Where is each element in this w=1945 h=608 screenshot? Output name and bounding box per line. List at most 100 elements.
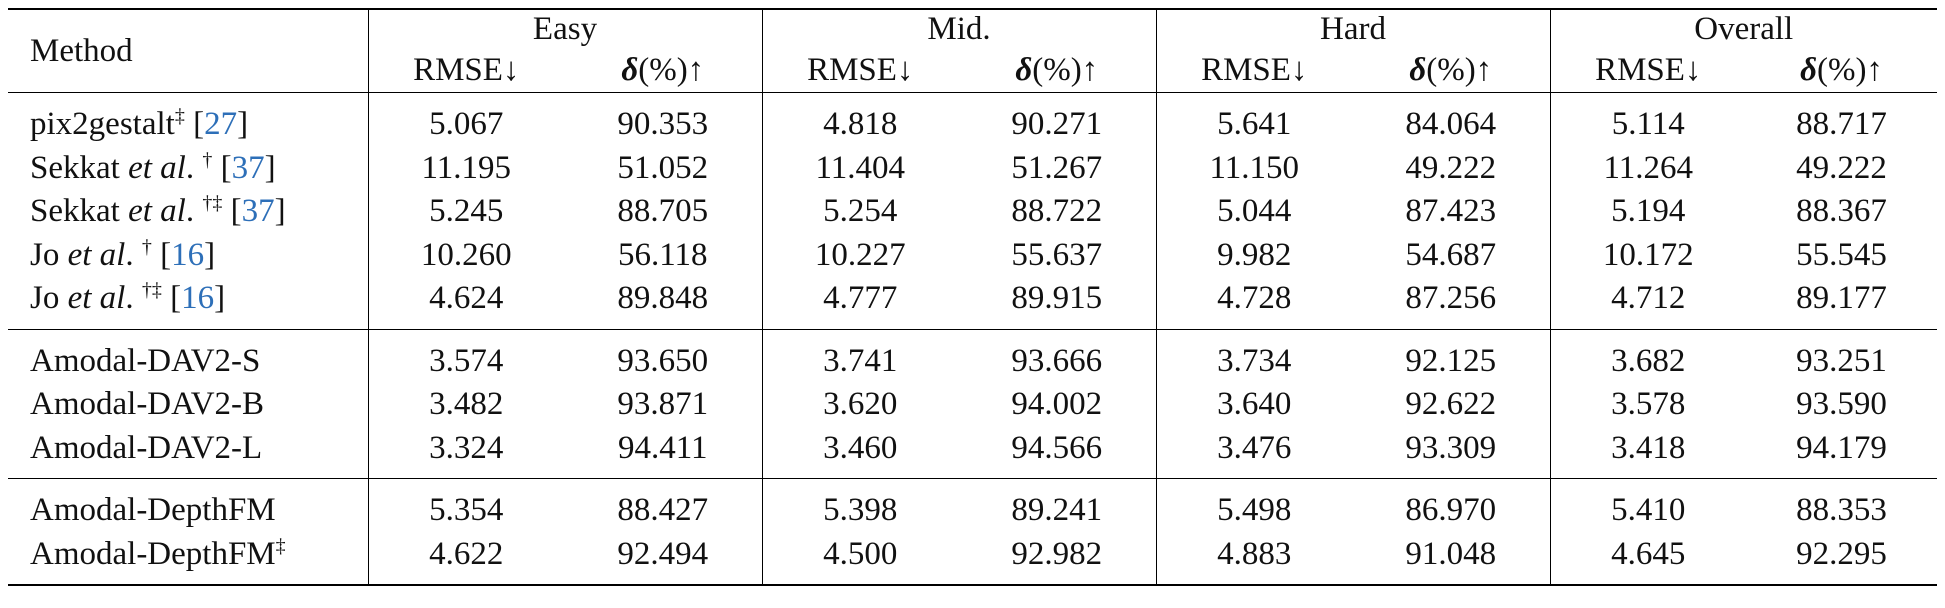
method-name-text: pix2gestalt <box>30 106 175 143</box>
table-cell: 90.353 <box>617 106 709 143</box>
delta-symbol: δ <box>621 51 639 88</box>
table-cell: 49.222 <box>1796 149 1887 186</box>
table-cell: 4.818 <box>761 103 958 147</box>
table-cell: 88.717 <box>1796 106 1887 143</box>
method-name: Amodal-DAV2-S <box>8 340 368 384</box>
method-name: Sekkat et al. †‡ [37] <box>8 190 368 234</box>
method-name-italic: et al <box>67 280 126 317</box>
method-name-text: Jo <box>30 236 68 273</box>
table-row: Sekkat et al. † [37] 11.195 51.052 11.404 51… <box>8 146 1937 190</box>
table-cell: 11.264 <box>1549 146 1746 190</box>
table-cell: 88.353 <box>1796 492 1887 529</box>
delta-header: δ(%)↑ <box>958 48 1156 93</box>
table-row: Amodal-DepthFM 5.354 88.427 5.398 89.241 5.49… <box>8 489 1937 533</box>
table-cell: 11.150 <box>1155 146 1352 190</box>
table-cell: 92.982 <box>1011 535 1103 572</box>
table-cell: 92.295 <box>1796 535 1887 572</box>
table-cell: 4.883 <box>1155 532 1352 576</box>
group-header-mid: Mid. <box>761 10 1156 48</box>
table-row: Jo et al. † [16] 10.260 56.118 10.227 55.637… <box>8 233 1937 278</box>
table-cell: 92.125 <box>1405 342 1497 379</box>
table-row: Amodal-DAV2-L 3.324 94.411 3.460 94.566 3.476… <box>8 426 1937 471</box>
delta-unit: (%)↑ <box>1426 51 1493 88</box>
table-cell: 94.566 <box>1011 429 1103 466</box>
table-cell: 4.500 <box>761 532 958 576</box>
table-cell: 5.067 <box>367 103 564 147</box>
table-cell: 3.734 <box>1155 339 1352 383</box>
table-cell: 3.620 <box>761 383 958 427</box>
delta-unit: (%)↑ <box>1032 51 1099 88</box>
method-name: Amodal-DAV2-B <box>8 383 368 427</box>
method-footnote-mark: † <box>141 235 152 258</box>
table-cell: 51.267 <box>1011 149 1103 186</box>
table-cell: 93.251 <box>1796 342 1887 379</box>
table-cell: 91.048 <box>1405 535 1497 572</box>
table-cell: 93.666 <box>1011 342 1103 379</box>
delta-unit: (%)↑ <box>638 51 705 88</box>
rmse-header: RMSE↓ <box>1155 48 1352 93</box>
table-cell: 5.641 <box>1155 103 1352 147</box>
delta-symbol: δ <box>1800 51 1817 88</box>
table-cell: 89.241 <box>1011 492 1103 529</box>
rmse-header: RMSE↓ <box>367 48 564 93</box>
citation-link[interactable]: [16] <box>151 236 216 273</box>
table-cell: 5.354 <box>367 489 564 533</box>
method-footnote-mark: †‡ <box>202 192 223 215</box>
method-name: pix2gestalt‡ [27] <box>8 103 368 147</box>
citation-number[interactable]: 37 <box>241 193 275 230</box>
table-cell: 88.705 <box>617 193 709 230</box>
method-name-text: Jo <box>30 280 68 317</box>
table-cell: 88.367 <box>1796 193 1887 230</box>
delta-header: δ(%)↑ <box>564 48 762 93</box>
citation-number[interactable]: 27 <box>204 106 238 143</box>
table-cell: 92.622 <box>1405 386 1497 423</box>
citation-number[interactable]: 37 <box>231 149 265 186</box>
table-cell: 84.064 <box>1405 106 1497 143</box>
table-cell: 92.494 <box>617 535 709 572</box>
table-cell: 3.574 <box>367 339 564 383</box>
method-name-text: Amodal-DepthFM <box>30 492 276 529</box>
table-cell: 3.640 <box>1155 383 1352 427</box>
table-cell: 3.460 <box>761 426 958 470</box>
table-row: Amodal-DAV2-B 3.482 93.871 3.620 94.002 3.640… <box>8 383 1937 427</box>
rmse-header: RMSE↓ <box>761 48 958 93</box>
table-cell: 4.728 <box>1155 277 1352 321</box>
table-cell: 9.982 <box>1155 233 1352 277</box>
table-cell: 5.245 <box>367 190 564 234</box>
method-name-text: Sekkat <box>30 149 129 186</box>
method-footnote-mark: ‡ <box>275 534 286 557</box>
table-cell: 93.590 <box>1796 386 1887 423</box>
table-cell: 89.915 <box>1011 280 1103 317</box>
table-cell: 87.423 <box>1405 193 1497 230</box>
group-header-overall: Overall <box>1549 10 1937 48</box>
table-cell: 86.970 <box>1405 492 1497 529</box>
method-name: Amodal-DAV2-L <box>8 427 368 471</box>
group-header-hard: Hard <box>1155 10 1550 48</box>
table-cell: 10.172 <box>1549 233 1746 277</box>
citation-link[interactable]: [27] <box>184 106 249 143</box>
delta-symbol: δ <box>1015 51 1033 88</box>
table-cell: 11.404 <box>761 146 958 190</box>
citation-number[interactable]: 16 <box>171 236 205 273</box>
table-cell: 49.222 <box>1405 149 1497 186</box>
table-cell: 11.195 <box>367 146 564 190</box>
citation-link[interactable]: [37] <box>222 193 286 230</box>
table-row: Jo et al. †‡ [16] 4.624 89.848 4.777 89.915 4… <box>8 277 1937 321</box>
table-cell: 93.871 <box>617 386 709 423</box>
table-cell: 5.498 <box>1155 489 1352 533</box>
table-row: Amodal-DAV2-S 3.574 93.650 3.741 93.666 3.734… <box>8 339 1937 384</box>
rmse-header: RMSE↓ <box>1549 48 1746 93</box>
delta-unit: (%)↑ <box>1816 51 1883 88</box>
table-cell: 94.002 <box>1011 386 1103 423</box>
method-footnote-mark: ‡ <box>174 105 185 128</box>
table-cell: 3.578 <box>1549 383 1746 427</box>
citation-number[interactable]: 16 <box>181 280 215 317</box>
method-name: Amodal-DepthFM <box>8 489 368 533</box>
table-cell: 54.687 <box>1405 236 1497 273</box>
table-cell: 3.418 <box>1549 426 1746 470</box>
table-cell: 89.177 <box>1796 280 1887 317</box>
table-cell: 89.848 <box>617 280 709 317</box>
citation-link[interactable]: [16] <box>161 280 226 317</box>
method-name: Jo et al. † [16] <box>8 234 368 278</box>
citation-link[interactable]: [37] <box>212 149 276 186</box>
